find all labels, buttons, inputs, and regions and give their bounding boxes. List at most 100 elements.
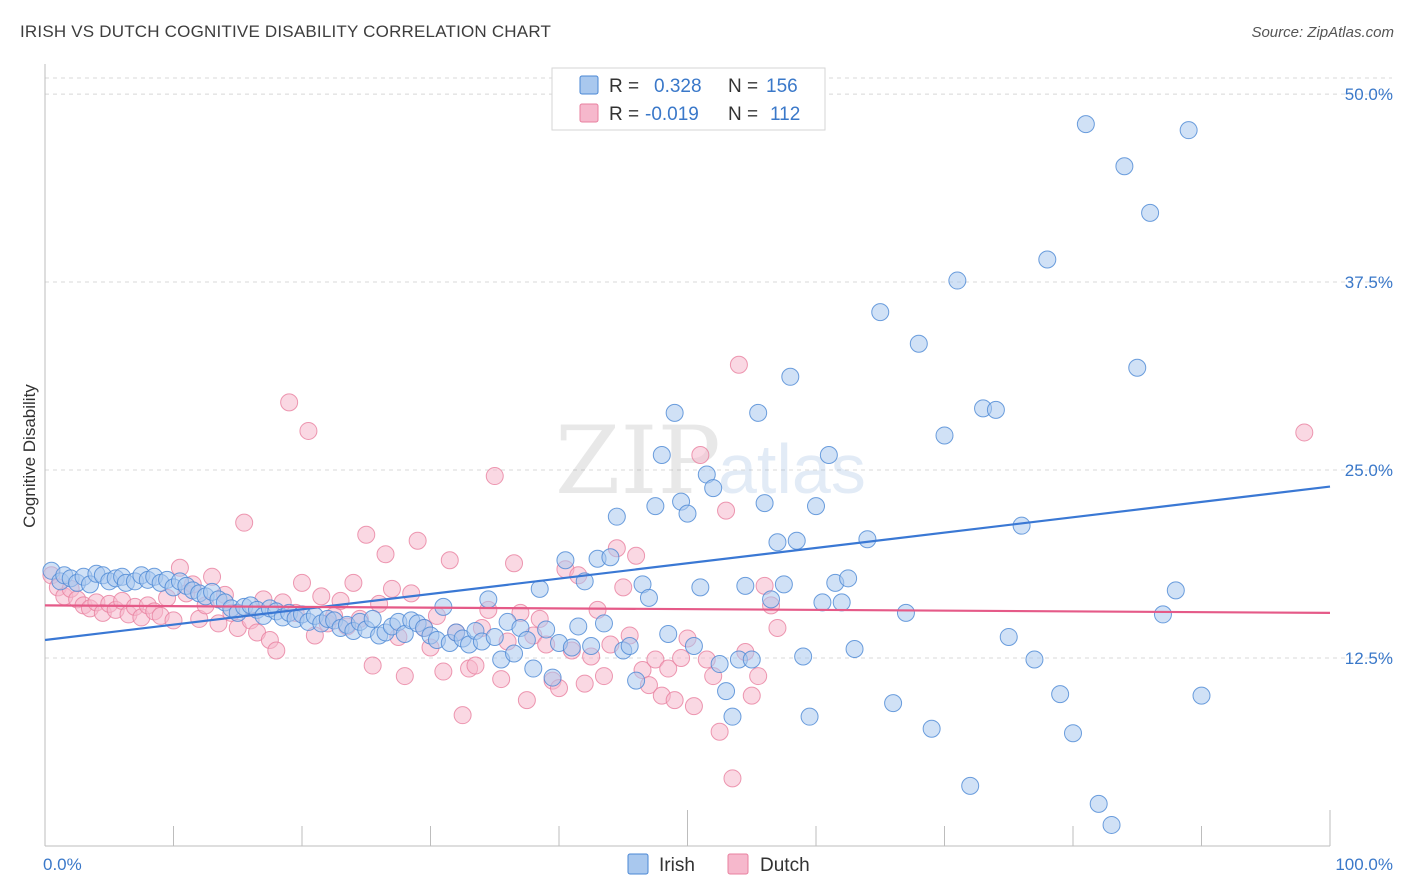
irish-point [524, 659, 543, 678]
irish-trend-line [44, 485, 1331, 642]
dutch-point [466, 656, 485, 675]
legend-irish-r-label: R = [609, 76, 639, 97]
legend-box: R = 0.328 N = 156 R = -0.019 N = 112 [551, 67, 826, 131]
y-tick-label: 50.0% [1345, 85, 1393, 104]
irish-point [787, 531, 806, 550]
irish-point [819, 446, 838, 464]
dutch-point [357, 525, 376, 544]
legend-dutch-n-value: 112 [770, 104, 800, 125]
irish-point [1166, 581, 1185, 600]
irish-point [659, 624, 678, 643]
dutch-point [363, 656, 382, 675]
dutch-point [382, 579, 401, 598]
watermark: ZIP atlas [555, 407, 866, 516]
dutch-point [723, 769, 742, 788]
dutch-point [344, 573, 363, 592]
trend-lines [44, 485, 1331, 642]
irish-point [1153, 605, 1172, 624]
y-tick-label: 25.0% [1345, 461, 1393, 480]
dutch-point [505, 554, 524, 573]
dutch-point [659, 659, 678, 678]
irish-point [479, 590, 498, 609]
dutch-point [665, 691, 684, 710]
bottom-legend-irish-label: Irish [659, 855, 695, 876]
gridlines [45, 77, 1392, 659]
legend-dutch-n-label: N = [728, 104, 758, 125]
irish-point [762, 590, 781, 609]
x-tick-labels: 0.0% 100.0% [43, 855, 1393, 874]
dutch-point [402, 584, 421, 603]
bottom-legend-dutch-label: Dutch [760, 855, 810, 876]
irish-point [896, 603, 915, 622]
irish-point [832, 593, 851, 612]
dutch-point [203, 567, 222, 586]
legend-irish-swatch [579, 75, 599, 95]
dutch-point [717, 501, 736, 520]
irish-point [1025, 650, 1044, 669]
dutch-point [575, 674, 594, 693]
irish-point [652, 446, 671, 464]
legend-irish-n-value: 156 [766, 76, 798, 97]
x-tick-label: 0.0% [43, 855, 82, 874]
irish-point [794, 647, 813, 666]
irish-point [781, 367, 800, 386]
dutch-point [684, 697, 703, 716]
dutch-point [453, 706, 472, 725]
irish-point [691, 578, 710, 597]
irish-point [1038, 250, 1057, 269]
irish-point [601, 548, 620, 567]
irish-point [517, 630, 536, 649]
irish-point [363, 609, 382, 628]
irish-point [582, 636, 601, 655]
irish-point [627, 671, 646, 690]
irish-point [1179, 121, 1198, 140]
irish-point [768, 533, 787, 552]
irish-point [1115, 157, 1134, 176]
dutch-point [646, 650, 665, 669]
irish-point [1089, 794, 1108, 813]
y-tick-labels: 12.5% 25.0% 37.5% 50.0% [1345, 85, 1393, 668]
irish-point [704, 479, 723, 498]
y-tick-label: 12.5% [1345, 649, 1393, 668]
dutch-point [517, 691, 536, 710]
dutch-trend-line [44, 604, 1331, 615]
irish-point [845, 639, 864, 658]
irish-point [678, 504, 697, 523]
dutch-point [376, 545, 395, 564]
chart-source: Source: ZipAtlas.com [1251, 24, 1394, 41]
irish-point [543, 668, 562, 687]
irish-point [1141, 203, 1160, 222]
irish-point [569, 617, 588, 636]
irish-series [42, 115, 1211, 834]
irish-point [935, 426, 954, 445]
irish-point [665, 403, 684, 422]
irish-point [807, 497, 825, 516]
irish-point [749, 403, 768, 422]
irish-point [922, 719, 941, 738]
irish-point [1051, 685, 1070, 704]
dutch-point [691, 446, 710, 464]
watermark-zip: ZIP [555, 407, 721, 516]
dutch-point [492, 670, 511, 689]
irish-point [684, 636, 703, 655]
dutch-point [434, 662, 453, 681]
dutch-point [627, 546, 646, 565]
dutch-point [729, 355, 748, 374]
irish-point [774, 575, 793, 594]
dutch-point [293, 573, 311, 592]
irish-point [562, 638, 581, 657]
chart-title: IRISH VS DUTCH COGNITIVE DISABILITY CORR… [20, 22, 552, 41]
irish-point [594, 614, 613, 633]
dutch-point [312, 587, 331, 606]
legend-dutch-swatch [579, 103, 599, 123]
dutch-point [235, 513, 254, 532]
irish-point [607, 507, 626, 526]
x-tick-label: 100.0% [1335, 855, 1393, 874]
legend-dutch-r-value: -0.019 [645, 104, 699, 125]
watermark-atlas: atlas [718, 430, 866, 508]
irish-point [871, 303, 890, 322]
y-axis-title: Cognitive Disability [20, 384, 39, 528]
dutch-point [672, 649, 691, 668]
dutch-point [1295, 423, 1314, 442]
